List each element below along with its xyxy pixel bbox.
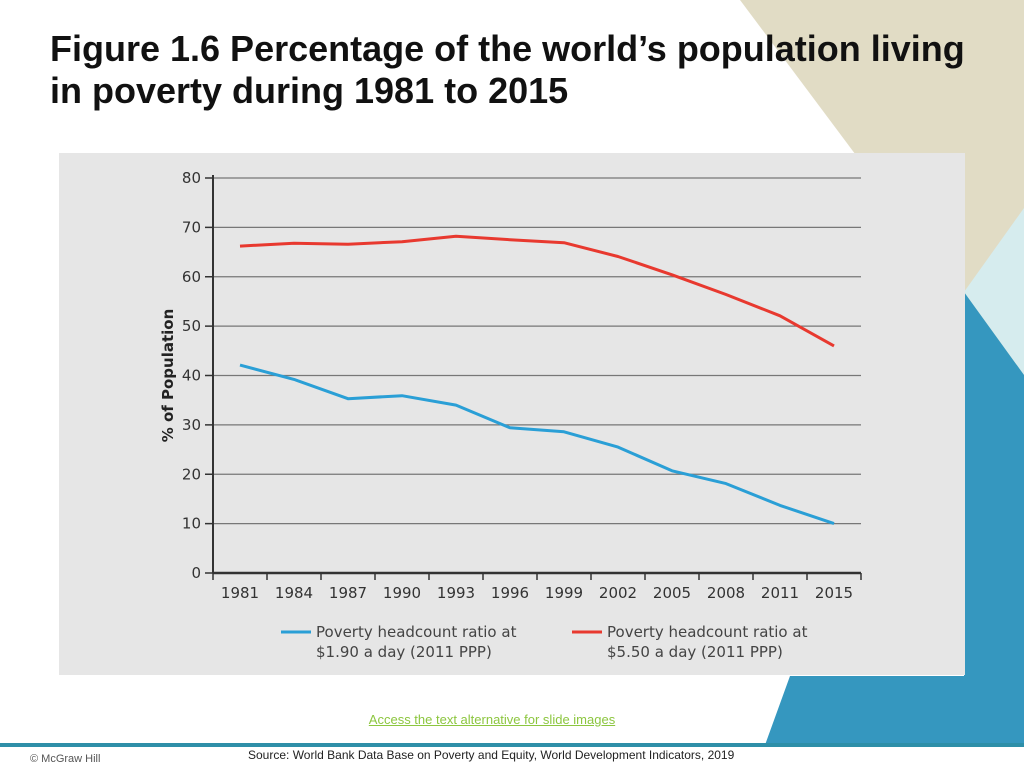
y-tick-label: 40	[182, 367, 201, 385]
y-tick-label: 50	[182, 317, 201, 335]
x-tick-label: 2011	[761, 584, 799, 602]
y-tick-label: 70	[182, 218, 201, 236]
legend-label-2: $5.50 a day (2011 PPP)	[607, 643, 783, 661]
x-tick-label: 2008	[707, 584, 745, 602]
x-tick-label: 2005	[653, 584, 691, 602]
x-tick-label: 1990	[383, 584, 421, 602]
x-tick-label: 2015	[815, 584, 853, 602]
legend-label-2: Poverty headcount ratio at	[607, 623, 808, 641]
teal-shape	[765, 292, 1024, 745]
y-tick-label: 30	[182, 416, 201, 434]
x-tick-label: 1984	[275, 584, 313, 602]
y-axis-label: % of Population	[159, 309, 177, 443]
light-teal-shape	[964, 208, 1024, 375]
x-tick-label: 1987	[329, 584, 367, 602]
x-tick-label: 1993	[437, 584, 475, 602]
y-tick-label: 80	[182, 169, 201, 187]
x-tick-label: 1981	[221, 584, 259, 602]
slide-title: Figure 1.6 Percentage of the world’s pop…	[50, 28, 965, 111]
x-tick-label: 1999	[545, 584, 583, 602]
source-text: Source: World Bank Data Base on Poverty …	[248, 748, 735, 762]
y-tick-label: 60	[182, 268, 201, 286]
legend-label-1: Poverty headcount ratio at	[316, 623, 517, 641]
bottom-bar	[0, 743, 1024, 747]
x-tick-label: 2002	[599, 584, 637, 602]
y-tick-label: 20	[182, 465, 201, 483]
x-tick-label: 1996	[491, 584, 529, 602]
series-line-2	[239, 234, 835, 348]
legend-label-1: $1.90 a day (2011 PPP)	[316, 643, 492, 661]
y-tick-label: 10	[182, 515, 201, 533]
access-text-alternative-link[interactable]: Access the text alternative for slide im…	[368, 712, 616, 727]
copyright-text: © McGraw Hill	[30, 753, 101, 765]
line-chart: 0 10 20 30 40 50 60 70 80 1981 1984 1987 1990 1993 199…	[159, 169, 862, 661]
series-line-1	[239, 363, 835, 526]
chart-panel: 0 10 20 30 40 50 60 70 80 1981 1984 1987 1990 1993 199…	[59, 153, 965, 675]
y-tick-label: 0	[191, 564, 201, 582]
